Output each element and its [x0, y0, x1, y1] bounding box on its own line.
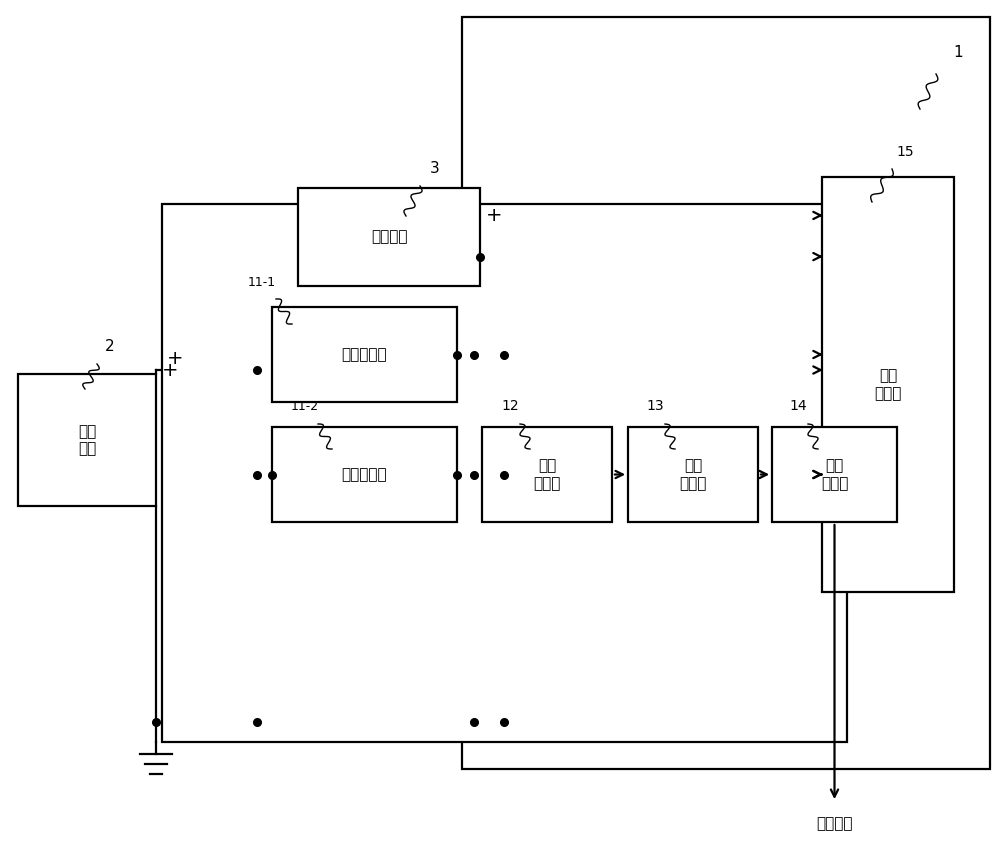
Text: 2: 2	[105, 339, 115, 353]
Text: 警报
输出部: 警报 输出部	[821, 458, 848, 491]
Bar	[272, 427, 457, 522]
Text: 控制电源: 控制电源	[371, 230, 407, 245]
Bar	[162, 204, 847, 742]
Text: 第二调节器: 第二调节器	[342, 467, 387, 482]
Text: 11-1: 11-1	[248, 276, 276, 289]
Text: 15: 15	[896, 145, 914, 159]
Text: +: +	[162, 360, 178, 379]
Bar	[772, 427, 897, 522]
Bar	[18, 374, 156, 506]
Bar	[628, 427, 758, 522]
Bar	[298, 188, 480, 286]
Text: 异常
检测部: 异常 检测部	[679, 458, 707, 491]
Text: +: +	[486, 206, 502, 225]
Text: 1: 1	[953, 45, 963, 60]
Bar	[462, 17, 990, 769]
Text: 11-2: 11-2	[291, 399, 319, 412]
Text: 3: 3	[430, 161, 440, 175]
Text: 14: 14	[789, 399, 807, 413]
Text: +: +	[167, 348, 183, 367]
Text: 电源
处理部: 电源 处理部	[874, 368, 902, 401]
Bar	[272, 307, 457, 402]
Text: 警报信号: 警报信号	[816, 816, 853, 831]
Bar	[482, 427, 612, 522]
Text: 13: 13	[646, 399, 664, 413]
Text: 电压
检测部: 电压 检测部	[533, 458, 561, 491]
Bar	[822, 177, 954, 592]
Text: 12: 12	[501, 399, 519, 413]
Text: 第一调节器: 第一调节器	[342, 347, 387, 362]
Text: 备用
电源: 备用 电源	[78, 424, 96, 456]
